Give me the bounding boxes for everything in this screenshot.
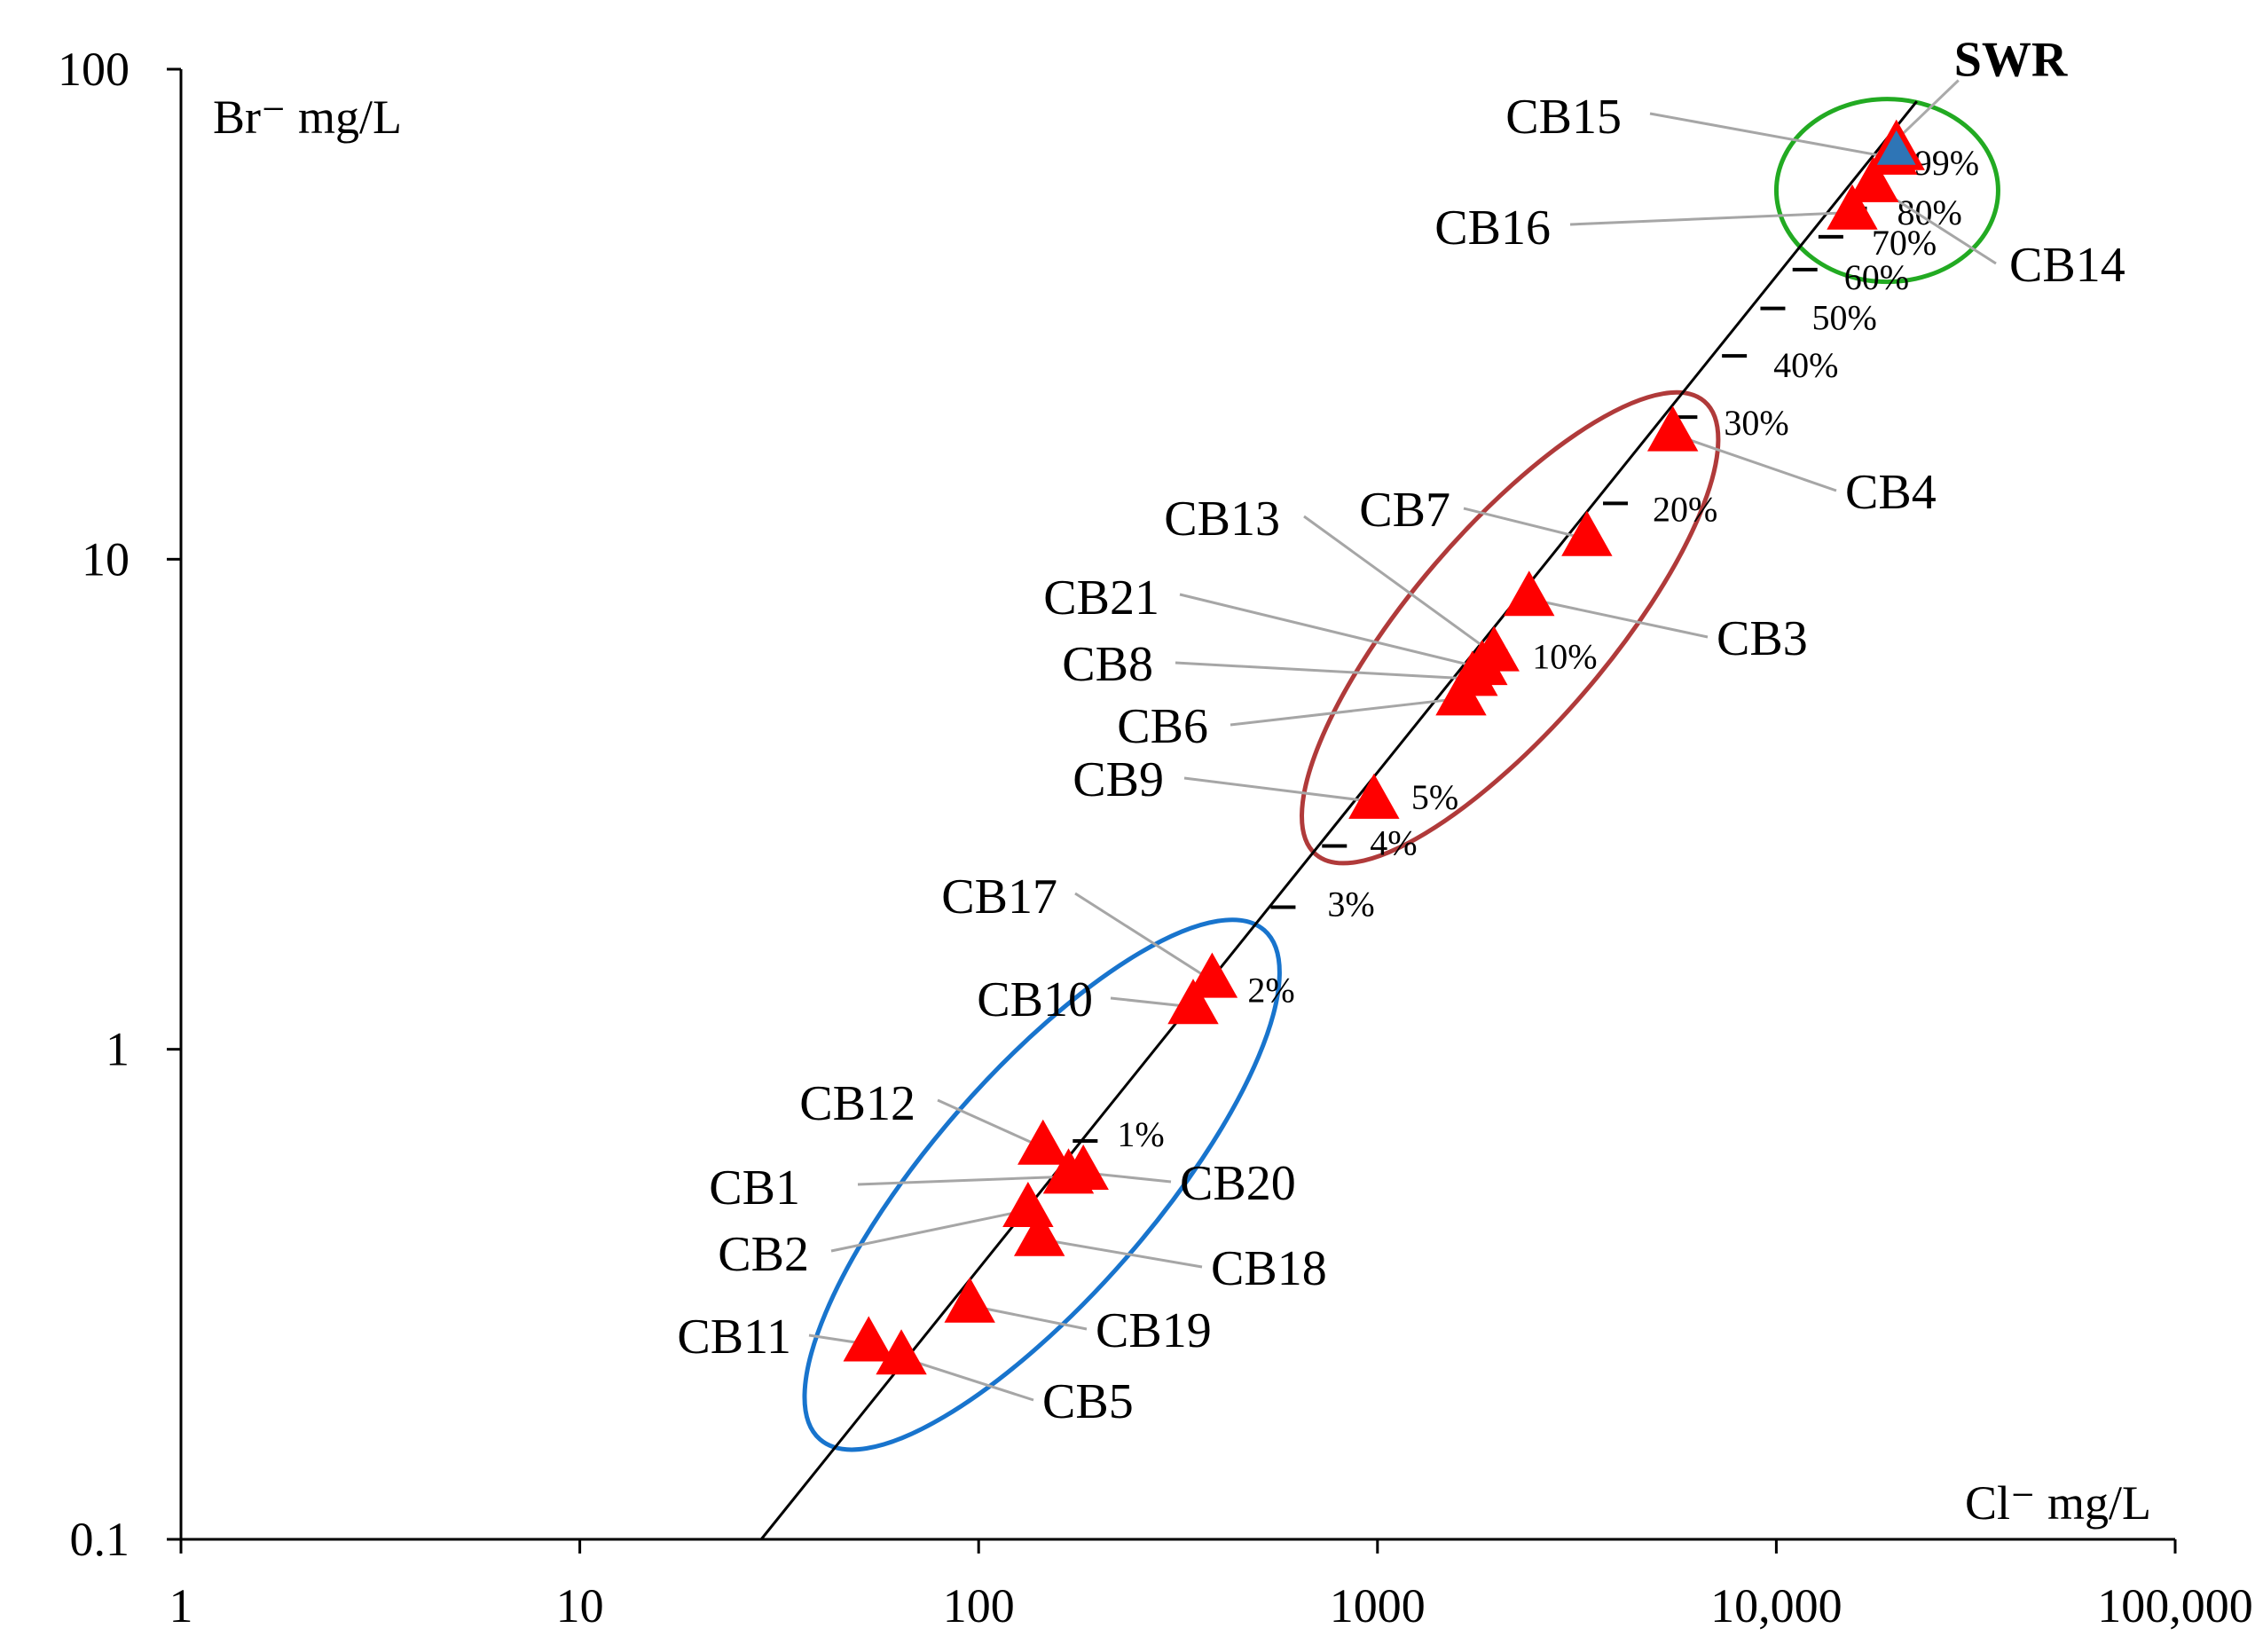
mixing-line: [759, 100, 1918, 1540]
point-labels: CB1 CB2 CB3 CB4 CB5 CB6 CB7 CB8 CB9 CB10 CB11 CB12 C…: [677, 33, 2125, 1429]
sample-label: CB5: [1042, 1374, 1134, 1429]
sample-label: CB19: [1096, 1303, 1212, 1358]
group-ellipse: [1300, 389, 1721, 866]
mixing-percent-label: 50%: [1811, 298, 1876, 338]
leader-line: [1175, 661, 1473, 680]
sample-label: CB15: [1505, 90, 1622, 145]
sample-label: CB9: [1072, 752, 1164, 807]
swr-point: [1867, 119, 1925, 170]
sample-point: [1847, 156, 1899, 202]
leader-line: [857, 1175, 1069, 1186]
leader-line: [969, 1303, 1088, 1331]
mixing-percent-label: 3%: [1327, 884, 1374, 924]
leader-line: [1230, 696, 1462, 727]
sample-label: CB3: [1717, 611, 1808, 666]
leader-line: [1039, 1238, 1203, 1269]
mixing-line-layer: 1% 2% 3% 4% 5% 10% 20% 30% 40% 50%60%70%80% 99%: [759, 100, 1979, 1540]
mixing-percent-label: 60%: [1844, 257, 1909, 297]
swr-label: SWR: [1954, 33, 2068, 88]
mixing-percent-label: 70%: [1872, 223, 1937, 263]
mixing-percent-label: 80%: [1897, 193, 1961, 232]
sample-label: CB17: [941, 869, 1057, 924]
x-tick-label: 10,000: [1710, 1579, 1842, 1632]
sample-label: CB13: [1164, 492, 1280, 547]
mixing-percent-label: 20%: [1653, 489, 1717, 529]
leader-line: [1672, 432, 1837, 492]
x-tick-label: 1: [169, 1579, 193, 1632]
sample-point: [1013, 1210, 1065, 1256]
mixing-percent-label: 40%: [1773, 345, 1838, 385]
group-ellipses: [802, 97, 2000, 1452]
sample-point: [1186, 952, 1238, 998]
sample-point: [1827, 184, 1878, 230]
sample-label: CB1: [709, 1160, 800, 1215]
y-tick-label: 100: [58, 43, 130, 96]
mixing-percent-label: 10%: [1532, 637, 1597, 677]
leader-line: [1463, 507, 1588, 540]
axes: 1 10 100 1000 10,000 100,000 0.1 1 10 100: [58, 43, 2253, 1632]
group-ellipse: [802, 917, 1282, 1452]
sample-point: [1057, 1144, 1109, 1190]
leader-line: [1528, 597, 1709, 639]
y-tick-label: 0.1: [70, 1513, 130, 1566]
sample-point: [944, 1277, 995, 1323]
y-tick-label: 10: [82, 532, 130, 586]
leader-line: [1649, 112, 1893, 160]
sample-point: [1646, 405, 1699, 452]
mixing-percent-label: 99%: [1914, 143, 1979, 183]
y-tick-label: 1: [106, 1023, 130, 1076]
x-tick-label: 100: [943, 1579, 1015, 1632]
leader-lines: [808, 79, 1997, 1402]
mixing-percent-label: 2%: [1247, 971, 1294, 1011]
leader-line: [1303, 515, 1496, 656]
leader-line: [900, 1356, 1034, 1402]
sample-label: CB2: [718, 1227, 809, 1282]
leader-line: [1569, 211, 1853, 226]
leader-line: [1183, 776, 1375, 804]
mixing-percent-label: 30%: [1724, 403, 1788, 443]
x-tick-label: 100,000: [2097, 1579, 2253, 1632]
leader-line: [830, 1208, 1029, 1253]
x-tick-label: 10: [556, 1579, 604, 1632]
sample-label: CB14: [2009, 238, 2125, 293]
data-points: [843, 119, 1925, 1375]
mixing-percent-label: 4%: [1370, 822, 1417, 862]
mixing-percent-label: 5%: [1411, 777, 1458, 817]
sample-label: CB12: [799, 1076, 915, 1131]
sample-label: CB11: [677, 1310, 791, 1365]
sample-label: CB8: [1062, 637, 1153, 692]
sample-point: [1457, 640, 1508, 686]
sample-label: CB4: [1845, 465, 1937, 520]
sample-point: [1018, 1119, 1069, 1165]
sample-label: CB20: [1180, 1156, 1296, 1211]
sample-label: CB16: [1434, 201, 1551, 256]
sample-point: [843, 1316, 894, 1362]
leader-line: [1074, 892, 1214, 982]
sample-point: [1561, 510, 1613, 556]
sample-label: CB21: [1043, 570, 1159, 625]
sample-point: [1504, 570, 1555, 617]
leader-line: [1179, 593, 1483, 670]
group-ellipse: [1773, 97, 2000, 285]
sample-label: CB7: [1359, 483, 1450, 538]
sample-label: CB6: [1117, 699, 1208, 754]
sample-point: [1167, 979, 1219, 1025]
leader-line: [937, 1098, 1044, 1149]
x-axis-title: Cl⁻ mg/L: [1965, 1476, 2151, 1530]
mixing-percent-label: 1%: [1117, 1114, 1164, 1154]
sample-label: CB10: [977, 972, 1093, 1027]
y-axis-title: Br⁻ mg/L: [213, 90, 402, 144]
sample-point: [876, 1329, 927, 1375]
sample-point: [1348, 773, 1400, 819]
sample-label: CB18: [1211, 1241, 1327, 1296]
x-tick-label: 1000: [1330, 1579, 1426, 1632]
